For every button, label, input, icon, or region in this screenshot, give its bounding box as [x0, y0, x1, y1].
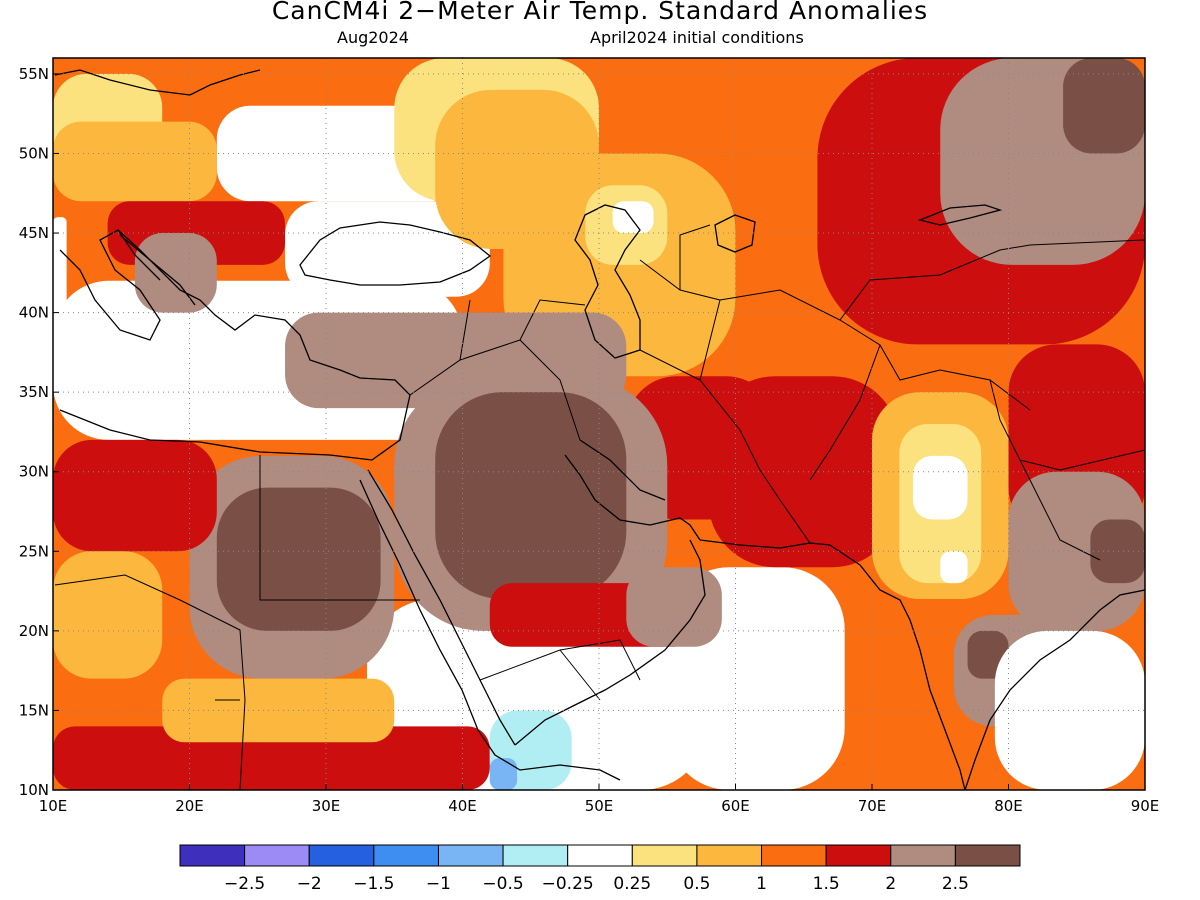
- colorbar-label: 2: [885, 874, 896, 894]
- chart-title: CanCM4i 2−Meter Air Temp. Standard Anoma…: [271, 0, 929, 25]
- colorbar-label: −1: [426, 874, 451, 894]
- anomaly-region: [53, 217, 67, 345]
- anomaly-region: [216, 487, 381, 631]
- anomaly-region: [1063, 58, 1145, 154]
- border-lines: [54, 224, 1145, 790]
- anomaly-region: [285, 201, 490, 297]
- colorbar-label: 2.5: [942, 874, 969, 894]
- colorbar-label: −2: [297, 874, 322, 894]
- anomaly-region: [612, 201, 654, 234]
- colorbar-label: 1.5: [813, 874, 840, 894]
- colorbar-label: −2.5: [224, 874, 265, 894]
- country-border-layer: [54, 224, 1145, 790]
- anomaly-region: [53, 551, 163, 679]
- anomaly-region: [53, 726, 490, 790]
- y-tick-label: 25N: [19, 542, 49, 560]
- coastline-arabia-south: [514, 539, 706, 746]
- y-tick-label: 40N: [19, 304, 49, 322]
- colorbar-swatch: [373, 844, 439, 867]
- colorbar-label: 0.25: [613, 874, 651, 894]
- anomaly-region: [994, 630, 1145, 790]
- anomaly-region: [1008, 471, 1145, 631]
- coastline-northern-europe: [54, 69, 261, 96]
- anomaly-region: [953, 726, 995, 790]
- colorbar-swatch: [631, 844, 698, 867]
- anomaly-region: [912, 455, 968, 520]
- colorbar-swatch: [825, 844, 892, 867]
- colorbar-label: 1: [756, 874, 767, 894]
- graticule: [53, 58, 1145, 790]
- coastline-aral-sea: [714, 214, 756, 253]
- y-tick-label: 10N: [19, 781, 49, 799]
- colorbar-swatch: [244, 844, 310, 867]
- colorbar-label: −0.25: [542, 874, 594, 894]
- colorbar-swatch: [696, 844, 763, 867]
- coastline-india: [829, 544, 1145, 790]
- y-tick-label: 45N: [19, 224, 49, 242]
- axis-ticks: 10E 20E 30E 40E 50E 60E 70E 80E 90E 10N 15N 20N 25N 3…: [19, 65, 1160, 815]
- y-tick-label: 35N: [19, 383, 49, 401]
- x-tick-label: 80E: [994, 797, 1023, 815]
- coastline-mediterranean: [59, 229, 411, 461]
- x-tick-label: 20E: [175, 797, 204, 815]
- anomaly-region: [53, 439, 217, 552]
- y-tick-label: 30N: [19, 463, 49, 481]
- anomaly-region: [435, 392, 627, 600]
- coastline-caspian-sea: [574, 204, 641, 359]
- anomaly-region: [134, 233, 217, 313]
- colorbar-label: −1.5: [353, 874, 394, 894]
- coastline-black-sea: [299, 221, 492, 286]
- x-tick-label: 30E: [312, 797, 341, 815]
- colorbar-label: −0.5: [482, 874, 523, 894]
- colorbar-swatch: [437, 844, 504, 867]
- x-tick-label: 90E: [1131, 797, 1160, 815]
- coastline-red-sea: [359, 469, 516, 746]
- x-tick-label: 50E: [585, 797, 614, 815]
- x-tick-label: 60E: [721, 797, 750, 815]
- colorbar-label: 0.5: [683, 874, 710, 894]
- anomaly-region: [489, 758, 518, 790]
- colorbar-swatch: [502, 844, 569, 867]
- y-tick-label: 15N: [19, 701, 49, 719]
- init-conditions-label: April2024 initial conditions: [590, 28, 804, 47]
- coastline-balkhash: [917, 204, 1003, 226]
- anomaly-fill-layer: [53, 58, 1145, 790]
- anomaly-region: [940, 551, 968, 584]
- x-tick-label: 70E: [858, 797, 887, 815]
- y-tick-label: 50N: [19, 144, 49, 162]
- coastline-persian-gulf: [564, 439, 701, 541]
- coastline-pakistan: [699, 539, 831, 549]
- y-tick-label: 20N: [19, 622, 49, 640]
- colorbar-swatch: [761, 844, 827, 867]
- colorbar-swatch: [954, 844, 1021, 867]
- colorbar-swatch: [567, 844, 633, 867]
- coastline-layer: [54, 69, 1145, 790]
- colorbar: −2.5 −2 −1.5 −1 −0.5 −0.25 0.25 0.5 1 1.5 2 2.5: [179, 844, 1021, 894]
- coastline-adriatic: [117, 229, 196, 306]
- anomaly-region: [1090, 519, 1145, 584]
- colorbar-swatch: [179, 844, 246, 867]
- x-tick-label: 40E: [448, 797, 477, 815]
- anomaly-region: [626, 567, 722, 647]
- colorbar-swatch: [890, 844, 956, 867]
- anomaly-region: [53, 121, 217, 202]
- valid-month-label: Aug2024: [337, 28, 409, 47]
- y-tick-label: 55N: [19, 65, 49, 83]
- colorbar-swatch: [308, 844, 375, 867]
- coastline-horn-of-africa: [477, 729, 621, 781]
- x-tick-label: 10E: [39, 797, 68, 815]
